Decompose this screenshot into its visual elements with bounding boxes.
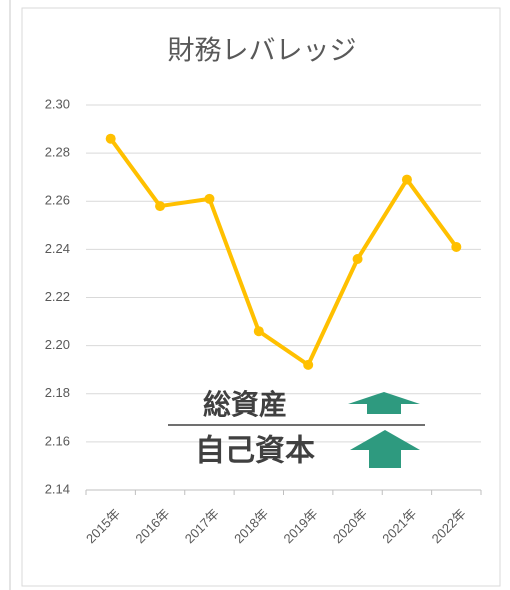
denominator: 自己資本 [195,434,315,469]
y-tick-label: 2.30 [45,96,70,111]
point [401,174,412,185]
annotation: 総資産 自己資本 [168,388,425,469]
y-tick-label: 2.24 [45,241,70,256]
point [352,254,363,264]
point [204,193,215,204]
y-tick-label: 2.28 [45,145,70,160]
point [451,241,462,252]
line [109,137,458,367]
numerator: 総資産 [203,388,287,421]
y-tick-label: 2.26 [45,193,70,208]
y-tick-label: 2.18 [45,385,70,400]
point [155,201,166,212]
y-tick-label: 2.14 [45,481,70,496]
chart-title: 財務レバレッジ [168,36,357,67]
up-arrow [350,430,420,468]
y-tick-label: 2.22 [45,289,70,304]
point [105,133,116,144]
up-arrow [348,392,420,414]
point [303,359,314,370]
y-tick-label: 2.20 [45,337,70,352]
y-tick-label: 2.16 [45,433,70,448]
point [253,326,264,337]
